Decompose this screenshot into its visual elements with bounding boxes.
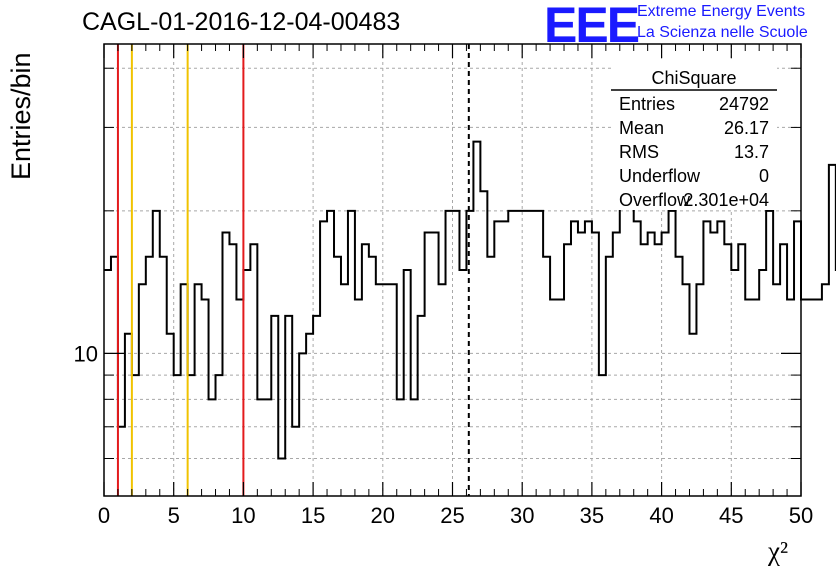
x-tick-label: 20 [371,503,395,528]
stats-box: ChiSquare Entries 24792 Mean 26.17 RMS 13.7 Und… [611,62,777,210]
stats-label: Entries [619,94,675,114]
stats-label: Mean [619,118,664,138]
stats-box-background [611,62,777,210]
stats-value: 13.7 [734,142,769,162]
x-tick-label: 30 [510,503,534,528]
stats-value: 2.301e+04 [683,190,769,210]
x-tick-label: 5 [168,503,180,528]
stats-value: 24792 [719,94,769,114]
x-tick-label: 25 [440,503,464,528]
y-tick-label: 10 [74,341,98,366]
axes: 0 5 10 15 20 25 30 35 40 45 50 10 [74,43,813,528]
stats-value: 26.17 [724,118,769,138]
x-tick-label: 35 [580,503,604,528]
stats-title: ChiSquare [651,68,736,88]
histogram-layer [104,140,836,460]
plot-title: CAGL-01-2016-12-04-00483 [82,8,401,36]
histogram-outline [104,140,836,460]
reference-lines [116,44,470,496]
logo-text-line2: La Scienza nelle Scuole [637,24,808,41]
stats-value: 0 [759,166,769,186]
x-tick-label: 40 [649,503,673,528]
x-axis-label: χ² [768,536,789,566]
x-tick-label: 0 [98,503,110,528]
stats-label: Underflow [619,166,701,186]
x-tick-label: 15 [301,503,325,528]
x-tick-label: 10 [231,503,255,528]
eee-logo: EEE [544,0,640,53]
x-tick-label: 45 [719,503,743,528]
stats-label: RMS [619,142,659,162]
x-tick-label: 50 [789,503,813,528]
y-axis-label: Entries/bin [6,52,36,180]
stats-label: Overflow [619,190,691,210]
logo-text-line1: Extreme Energy Events [637,3,806,20]
